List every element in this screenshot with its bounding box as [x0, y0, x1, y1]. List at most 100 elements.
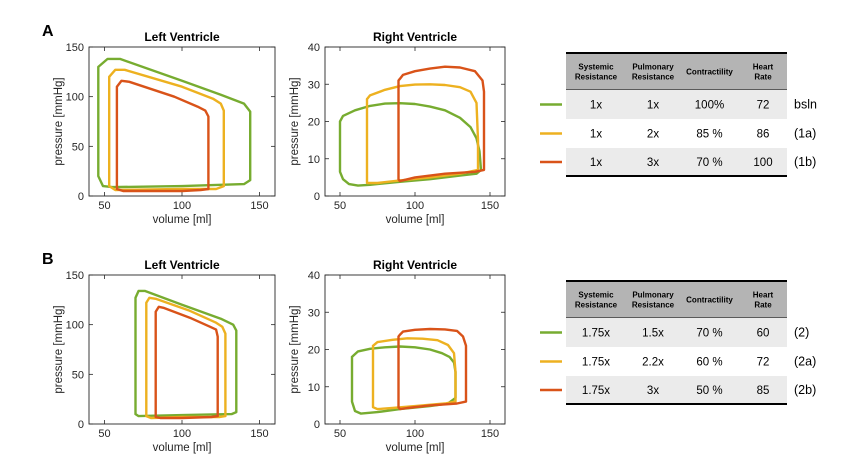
plot-right-ventricle: Right Ventricle 50 100 150 0 10 20 30 40 volume [… [289, 258, 506, 454]
table-header-cell: Pulmonary [632, 63, 674, 72]
plot-title: Right Ventricle [373, 258, 457, 272]
table-cell: 100% [695, 100, 724, 112]
x-axis-label: volume [ml] [153, 214, 212, 226]
pv-loop-series-2 [115, 79, 210, 193]
table-cell: 72 [757, 357, 770, 369]
y-tick-label: 0 [314, 191, 320, 203]
table-cell: 50 % [696, 385, 722, 397]
table-cell: 72 [757, 100, 770, 112]
table-header-cell: Contractility [686, 68, 733, 77]
y-tick-label: 100 [66, 320, 84, 332]
y-tick-label: 50 [72, 141, 84, 153]
row-label: bsln [794, 98, 817, 112]
y-tick-label: 0 [314, 419, 320, 431]
y-axis-label: pressure [mmHg] [53, 305, 65, 393]
x-tick-label: 150 [481, 200, 499, 212]
x-axis-label: volume [ml] [386, 214, 445, 226]
x-tick-label: 100 [173, 428, 191, 440]
plot-left-ventricle: Left Ventricle 50 100 150 0 50 100 150 volume [m… [53, 30, 276, 226]
x-axis-label: volume [ml] [386, 442, 445, 454]
table-cell: 70 % [696, 157, 722, 169]
row-label: (2b) [794, 383, 816, 397]
table-cell: 60 % [696, 357, 722, 369]
y-tick-label: 0 [78, 419, 84, 431]
table-header-cell: Contractility [686, 296, 733, 305]
table-header-cell: Heart [753, 291, 774, 300]
y-tick-label: 30 [308, 307, 320, 319]
table-cell: 85 % [696, 129, 722, 141]
y-tick-label: 10 [308, 154, 320, 166]
table-header-cell: Resistance [632, 73, 675, 82]
x-tick-label: 100 [173, 200, 191, 212]
table-header-cell: Heart [753, 63, 774, 72]
parameter-table: SystemicResistancePulmonaryResistanceCon… [540, 52, 817, 177]
x-tick-label: 150 [250, 428, 268, 440]
table-cell: 2.2x [642, 357, 664, 369]
table-cell: 85 [757, 385, 770, 397]
x-tick-label: 150 [250, 200, 268, 212]
row-label: (1b) [794, 155, 816, 169]
x-tick-label: 50 [334, 428, 346, 440]
plot-left-ventricle: Left Ventricle 50 100 150 0 50 100 150 volume [m… [53, 258, 276, 454]
plot-right-ventricle: Right Ventricle 50 100 150 0 10 20 30 40 volume [… [289, 30, 506, 226]
y-tick-label: 150 [66, 270, 84, 282]
y-tick-label: 150 [66, 42, 84, 54]
table-cell: 60 [757, 328, 770, 340]
y-tick-label: 30 [308, 79, 320, 91]
axes-box [88, 274, 276, 425]
table-header-cell: Resistance [575, 73, 618, 82]
pv-loop-series-0 [134, 289, 238, 418]
y-tick-label: 10 [308, 382, 320, 394]
table-header-cell: Systemic [578, 291, 614, 300]
table-cell: 1x [647, 100, 659, 112]
row-label: (2a) [794, 355, 816, 369]
table-cell: 3x [647, 157, 659, 169]
pv-loop-series-2 [154, 305, 219, 420]
y-axis-label: pressure [mmHg] [289, 77, 301, 165]
plot-title: Right Ventricle [373, 30, 457, 44]
pv-loop-series-1 [107, 68, 226, 192]
x-tick-label: 100 [406, 428, 424, 440]
table-header-cell: Rate [754, 301, 772, 310]
y-tick-label: 20 [308, 117, 320, 129]
table-header-bg [566, 281, 787, 318]
table-header-cell: Resistance [575, 301, 618, 310]
table-header-cell: Resistance [632, 301, 675, 310]
row-label: (2) [794, 326, 809, 340]
x-tick-label: 50 [98, 200, 110, 212]
table-cell: 100 [753, 157, 772, 169]
table-cell: 1.75x [582, 328, 610, 340]
table-cell: 86 [757, 129, 770, 141]
row-label: (1a) [794, 127, 816, 141]
table-cell: 1.5x [642, 328, 664, 340]
table-row-shade [566, 90, 787, 119]
pv-loop-series-1 [365, 83, 480, 185]
y-axis-label: pressure [mmHg] [53, 77, 65, 165]
table-cell: 70 % [696, 328, 722, 340]
y-tick-label: 100 [66, 92, 84, 104]
table-cell: 3x [647, 385, 659, 397]
y-axis-label: pressure [mmHg] [289, 305, 301, 393]
table-row-shade [566, 148, 787, 176]
plot-title: Left Ventricle [144, 258, 220, 272]
x-tick-label: 150 [481, 428, 499, 440]
table-row-shade [566, 376, 787, 404]
panel-a: A Left Ventricle 50 100 150 0 50 100 150 volume [… [42, 23, 817, 226]
table-cell: 2x [647, 129, 659, 141]
y-tick-label: 40 [308, 270, 320, 282]
table-header-cell: Pulmonary [632, 291, 674, 300]
table-cell: 1x [590, 157, 602, 169]
panel-letter: B [42, 251, 54, 268]
table-cell: 1.75x [582, 385, 610, 397]
pv-loop-series-1 [371, 337, 457, 411]
x-axis-label: volume [ml] [153, 442, 212, 454]
table-header-bg [566, 53, 787, 90]
table-cell: 1x [590, 100, 602, 112]
pv-loop-series-2 [397, 65, 486, 183]
y-tick-label: 20 [308, 345, 320, 357]
x-tick-label: 50 [98, 428, 110, 440]
plot-title: Left Ventricle [144, 30, 220, 44]
table-cell: 1.75x [582, 357, 610, 369]
panel-letter: A [42, 23, 54, 40]
